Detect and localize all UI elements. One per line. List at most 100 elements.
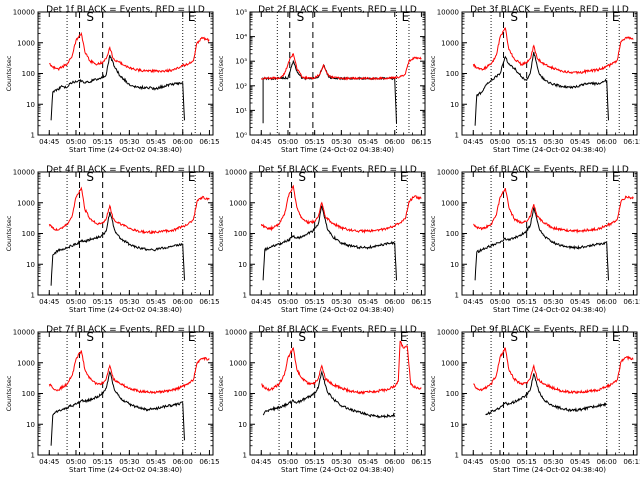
- marker-label-s: S: [510, 170, 518, 184]
- plot-frame: [37, 11, 214, 136]
- marker-label-s: S: [298, 170, 306, 184]
- x-tick-label: 04:45: [463, 458, 483, 466]
- x-tick-label: 05:30: [119, 138, 139, 146]
- marker-label-s: S: [510, 10, 518, 24]
- x-tick-label: 05:30: [331, 298, 351, 306]
- series-line-lld: [48, 350, 210, 395]
- marker-label-e: E: [612, 170, 620, 184]
- x-tick-label: 05:45: [358, 138, 378, 146]
- x-tick-label: 05:45: [146, 298, 166, 306]
- x-tick-label: 05:45: [570, 298, 590, 306]
- x-tick-label: 05:30: [119, 458, 139, 466]
- x-axis-label: Start Time (24-Oct-02 04:38:40): [69, 306, 182, 314]
- marker-label-s: S: [298, 330, 306, 344]
- x-tick-label: 05:45: [146, 458, 166, 466]
- x-tick-label: 05:00: [66, 138, 86, 146]
- panel-3: Det 3f BLACK = Events, RED = LLD 1 10 100 10…: [429, 5, 640, 154]
- panel-9: Det 9f BLACK = Events, RED = LLD 1 10 100 10…: [429, 325, 640, 474]
- series-line-lld: [261, 340, 422, 395]
- x-tick-label: 04:45: [251, 298, 271, 306]
- marker-label-e: E: [400, 330, 408, 344]
- x-tick-label: 06:15: [199, 298, 219, 306]
- panel-7: Det 7f BLACK = Events, RED = LLD 1 10 100 10…: [5, 325, 220, 474]
- series-line-lld: [472, 27, 634, 75]
- y-tick-label: 10: [450, 421, 459, 429]
- y-tick-label: 100: [234, 230, 247, 238]
- y-tick-label: 1: [31, 132, 35, 140]
- x-tick-label: 04:45: [251, 458, 271, 466]
- x-tick-label: 05:00: [490, 458, 510, 466]
- y-axis-label: Counts/sec: [217, 215, 225, 251]
- x-tick-label: 06:15: [411, 458, 431, 466]
- panel-title: Det 7f BLACK = Events, RED = LLD: [46, 325, 205, 335]
- y-tick-label: 100: [446, 230, 459, 238]
- y-tick-label: 100: [446, 390, 459, 398]
- marker-label-e: E: [188, 170, 196, 184]
- marker-label-s: S: [86, 330, 94, 344]
- y-tick-label: 1: [455, 132, 459, 140]
- panel-4: Det 4f BLACK = Events, RED = LLD 1 10 100 10…: [5, 165, 220, 314]
- x-tick-label: 06:15: [411, 138, 431, 146]
- y-tick-label: 100: [22, 230, 35, 238]
- y-tick-label: 10: [450, 101, 459, 109]
- y-tick-label: 10000: [13, 329, 35, 337]
- x-tick-label: 04:45: [251, 138, 271, 146]
- marker-label-e: E: [612, 10, 620, 24]
- y-tick-label: 1: [455, 452, 459, 460]
- y-tick-label: 10³: [235, 58, 247, 66]
- panel-6: Det 6f BLACK = Events, RED = LLD 1 10 100 10…: [429, 165, 640, 314]
- plot-frame: [461, 171, 638, 296]
- x-tick-label: 06:15: [199, 458, 219, 466]
- plot-frame: [461, 331, 638, 456]
- series-line-lld: [260, 184, 422, 234]
- x-axis-label: Start Time (24-Oct-02 04:38:40): [281, 306, 394, 314]
- x-tick-label: 06:15: [623, 458, 640, 466]
- y-tick-label: 100: [22, 390, 35, 398]
- x-axis-label: Start Time (24-Oct-02 04:38:40): [281, 466, 394, 474]
- y-tick-label: 1000: [17, 39, 35, 47]
- series-line-events: [50, 370, 185, 446]
- panel-title: Det 5f BLACK = Events, RED = LLD: [258, 165, 417, 175]
- y-tick-label: 10: [450, 261, 459, 269]
- series-line-lld: [260, 53, 422, 81]
- panel-title: Det 4f BLACK = Events, RED = LLD: [46, 165, 205, 175]
- x-tick-label: 06:00: [173, 298, 193, 306]
- x-tick-label: 05:30: [119, 298, 139, 306]
- y-tick-label: 1: [243, 292, 247, 300]
- x-tick-label: 05:00: [490, 298, 510, 306]
- y-tick-label: 10000: [437, 9, 459, 17]
- x-tick-label: 05:15: [93, 298, 113, 306]
- x-tick-label: 05:00: [278, 458, 298, 466]
- marker-label-s: S: [510, 330, 518, 344]
- panel-5: Det 5f BLACK = Events, RED = LLD 1 10 100 10…: [217, 165, 432, 314]
- panel-title: Det 3f BLACK = Events, RED = LLD: [470, 5, 629, 15]
- x-tick-label: 05:15: [517, 458, 537, 466]
- marker-label-s: S: [86, 170, 94, 184]
- x-tick-label: 05:00: [66, 298, 86, 306]
- x-tick-label: 06:00: [597, 138, 617, 146]
- y-tick-label: 1: [31, 292, 35, 300]
- panel-1: Det 1f BLACK = Events, RED = LLD 1 10 100 10…: [5, 5, 220, 154]
- y-tick-label: 10000: [13, 9, 35, 17]
- x-tick-label: 06:15: [623, 298, 640, 306]
- marker-label-e: E: [402, 10, 410, 24]
- marker-label-e: E: [188, 330, 196, 344]
- series-line-events: [50, 54, 185, 121]
- y-tick-label: 10⁰: [235, 132, 247, 140]
- x-tick-label: 06:00: [173, 138, 193, 146]
- y-axis-label: Counts/sec: [5, 375, 13, 411]
- x-tick-label: 06:00: [385, 138, 405, 146]
- panel-title: Det 6f BLACK = Events, RED = LLD: [470, 165, 629, 175]
- x-tick-label: 06:15: [199, 138, 219, 146]
- x-tick-label: 05:15: [93, 138, 113, 146]
- y-axis-label: Counts/sec: [429, 375, 437, 411]
- series-line-events: [474, 207, 609, 281]
- series-line-lld: [48, 186, 210, 235]
- y-tick-label: 1000: [441, 359, 459, 367]
- panel-8: Det 8f BLACK = Events, RED = LLD 1 10 100 10…: [217, 325, 432, 474]
- y-tick-label: 10000: [13, 169, 35, 177]
- y-tick-label: 1: [455, 292, 459, 300]
- panel-2: Det 2f BLACK = Events, RED = LLD 10⁰ 10¹ 10…: [217, 5, 432, 154]
- series-line-lld: [49, 31, 210, 74]
